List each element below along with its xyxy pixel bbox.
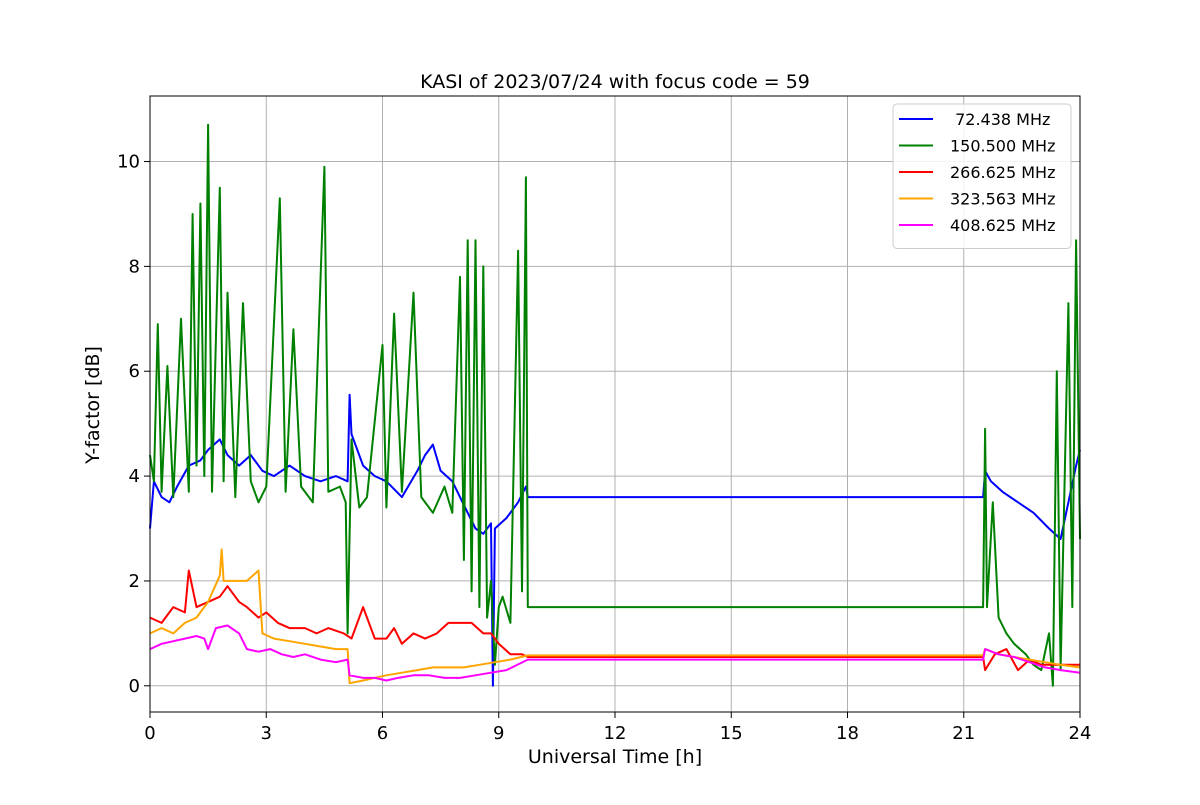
x-tick-label: 18 (836, 723, 859, 744)
legend-label-1: 72.438 MHz (950, 110, 1050, 129)
y-tick-label: 6 (129, 361, 140, 382)
legend-label-4: 323.563 MHz (950, 190, 1055, 209)
y-axis-label: Y-factor [dB] (82, 346, 104, 465)
legend: 72.438 MHz 150.500 MHz 266.625 MHz 323.563 … (892, 103, 1072, 249)
x-axis-label: Universal Time [h] (528, 746, 702, 768)
x-tick-label: 15 (720, 723, 743, 744)
y-tick-label: 10 (117, 152, 140, 173)
series-line-3 (149, 569, 1080, 672)
series-lines (149, 123, 1081, 687)
y-tick-label: 8 (129, 256, 140, 277)
x-tick-label: 9 (493, 723, 504, 744)
x-tick-label: 0 (144, 723, 155, 744)
x-tick-label: 24 (1069, 723, 1092, 744)
series-line-5 (149, 624, 1081, 682)
chart-title: KASI of 2023/07/24 with focus code = 59 (420, 71, 810, 93)
x-tick-label: 21 (952, 723, 975, 744)
x-tick-label: 3 (261, 723, 272, 744)
x-tick-label: 6 (377, 723, 388, 744)
y-tick-label: 2 (129, 571, 140, 592)
legend-box (892, 103, 1072, 249)
legend-label-5: 408.625 MHz (950, 216, 1055, 235)
legend-label-3: 266.625 MHz (950, 163, 1055, 182)
y-tick-label: 0 (129, 676, 140, 697)
y-tick-label: 4 (129, 466, 140, 487)
legend-label-2: 150.500 MHz (950, 137, 1055, 156)
series-line-2 (149, 123, 1081, 687)
x-tick-label: 12 (604, 723, 627, 744)
